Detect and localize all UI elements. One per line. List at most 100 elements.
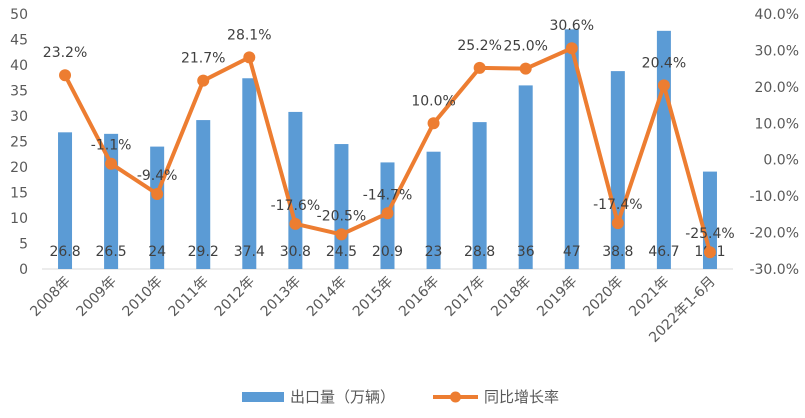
bar <box>288 111 303 269</box>
line-point <box>519 62 532 75</box>
bar-value-label: 37.4 <box>234 244 265 260</box>
x-category-label: 2021年 <box>626 274 672 320</box>
bar-value-label: 36 <box>517 244 535 260</box>
legend-line-label: 同比增长率 <box>484 388 559 406</box>
x-category-label: 2020年 <box>580 274 626 320</box>
line-point <box>59 69 72 82</box>
bar-value-label: 24.5 <box>326 244 357 260</box>
left-tick-label: 40 <box>10 58 28 74</box>
bar-value-label: 26.8 <box>49 244 80 260</box>
x-category-label: 2017年 <box>442 274 488 320</box>
line-value-label: -25.4% <box>685 226 735 242</box>
line-value-label: 21.7% <box>181 51 225 67</box>
right-tick-label: 0.0% <box>763 153 799 169</box>
bar <box>610 71 625 270</box>
line-value-label: 25.2% <box>457 38 501 54</box>
line-value-label: -1.1% <box>91 138 132 154</box>
x-category-label: 2010年 <box>120 274 166 320</box>
x-category-label: 2011年 <box>166 274 212 320</box>
bar <box>242 78 257 269</box>
left-tick-label: 35 <box>10 84 28 100</box>
left-tick-label: 5 <box>19 237 28 253</box>
right-tick-label: -10.0% <box>749 189 799 205</box>
line-value-label: 25.0% <box>503 39 547 55</box>
bar-value-label: 30.8 <box>280 244 311 260</box>
line-value-label: -17.6% <box>271 198 321 214</box>
bar <box>518 85 533 270</box>
line-point <box>335 228 348 241</box>
left-tick-label: 30 <box>10 109 28 125</box>
line-value-label: -9.4% <box>137 168 178 184</box>
x-axis-labels: 2008年 2009年 2010年 2011年 2012年 2013年 2014年 2015年… <box>27 274 718 346</box>
left-tick-label: 0 <box>19 262 28 278</box>
x-category-label: 2009年 <box>74 274 120 320</box>
bar-value-label: 28.8 <box>464 244 495 260</box>
x-category-label: 2015年 <box>350 274 396 320</box>
line-value-label: -20.5% <box>317 208 367 224</box>
line-point <box>381 207 394 220</box>
bar-data-labels: 26.8 26.5 24 29.2 37.4 30.8 24.5 20.9 23 28.8 36 47… <box>49 244 725 260</box>
bar-value-label: 26.5 <box>96 244 127 260</box>
legend-line-marker <box>450 391 461 403</box>
x-category-label: 2012年 <box>212 274 258 320</box>
bar-series <box>58 29 717 270</box>
line-point <box>197 74 210 87</box>
left-tick-label: 25 <box>10 135 28 151</box>
bar-value-label: 47 <box>563 244 581 260</box>
right-tick-label: 10.0% <box>755 116 799 132</box>
bar <box>426 151 441 269</box>
bar-value-label: 24 <box>148 244 166 260</box>
legend-bar-label: 出口量（万辆） <box>290 388 395 406</box>
x-category-label: 2019年 <box>534 274 580 320</box>
bar-value-label: 23 <box>425 244 443 260</box>
legend: 出口量（万辆） 同比增长率 <box>242 388 559 406</box>
line-data-labels: 23.2% -1.1% -9.4% 21.7%28.1% -17.6%-20.5% -14… <box>43 18 735 242</box>
right-tick-label: 20.0% <box>755 80 799 96</box>
bar-value-label: 38.8 <box>602 244 633 260</box>
x-category-label: 2008年 <box>27 274 73 320</box>
line-value-label: 28.1% <box>227 27 271 43</box>
line-value-label: -17.4% <box>593 197 643 213</box>
line-point <box>565 42 578 55</box>
line-point <box>427 117 440 130</box>
left-tick-label: 15 <box>10 186 28 202</box>
right-tick-label: 40.0% <box>755 7 799 23</box>
bar <box>472 122 487 270</box>
bar <box>196 120 211 269</box>
line-point <box>703 246 716 259</box>
line-series <box>59 42 716 259</box>
line-point <box>289 217 302 230</box>
x-category-label: 2016年 <box>396 274 442 320</box>
bar <box>58 132 73 269</box>
right-axis: -30.0% -20.0% -10.0% 0.0% 10.0% 20.0% 30.0% 40.… <box>749 7 799 278</box>
line-value-label: 23.2% <box>43 45 87 61</box>
x-category-label: 2013年 <box>258 274 304 320</box>
line-value-label: 20.4% <box>642 55 686 71</box>
x-category-label: 2014年 <box>304 274 350 320</box>
left-tick-label: 50 <box>10 7 28 23</box>
line-point <box>611 217 624 230</box>
line-value-label: 30.6% <box>550 18 594 34</box>
line-point <box>473 61 486 74</box>
x-category-label: 2018年 <box>488 274 534 320</box>
line-point <box>151 187 164 200</box>
line-point <box>657 79 670 92</box>
bar-value-label: 20.9 <box>372 244 403 260</box>
line-value-label: 10.0% <box>411 93 455 109</box>
line-value-label: -14.7% <box>363 187 413 203</box>
right-tick-label: -20.0% <box>749 226 799 242</box>
bar <box>564 29 579 269</box>
line-point <box>243 51 256 64</box>
legend-bar-swatch <box>242 392 284 402</box>
bar <box>150 146 165 269</box>
right-tick-label: 30.0% <box>755 43 799 59</box>
left-tick-label: 20 <box>10 160 28 176</box>
bar-value-label: 46.7 <box>648 244 679 260</box>
left-tick-label: 45 <box>10 33 28 49</box>
right-tick-label: -30.0% <box>749 262 799 278</box>
line-point <box>105 157 118 170</box>
bar-value-label: 29.2 <box>188 244 219 260</box>
left-axis: 0 5 10 15 20 25 30 35 40 45 50 <box>10 7 28 278</box>
left-tick-label: 10 <box>10 211 28 227</box>
